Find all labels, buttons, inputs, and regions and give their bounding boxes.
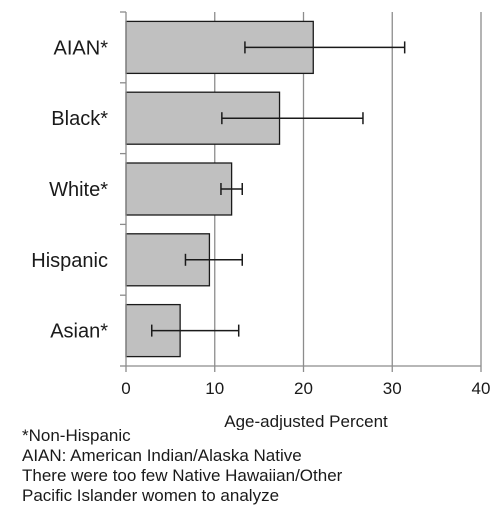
footnote-aian-definition: AIAN: American Indian/Alaska Native [22, 446, 302, 465]
x-tick-label-20: 20 [294, 379, 313, 398]
footnote-nhpi-line-2: Pacific Islander women to analyze [22, 486, 280, 505]
footnotes: *Non-Hispanic AIAN: American Indian/Alas… [22, 426, 492, 506]
x-axis-title: Age-adjusted Percent [224, 412, 388, 430]
error-bars [150, 41, 406, 337]
bar-chart: AIAN* Black* White* Hispanic Asian* 0 10 20 30 4… [31, 11, 490, 430]
axes [120, 11, 482, 372]
footnote-non-hispanic: *Non-Hispanic [22, 426, 131, 445]
tick-labels: 0 10 20 30 40 [121, 379, 490, 398]
category-label-0: AIAN* [54, 37, 109, 59]
x-tick-label-0: 0 [121, 379, 130, 398]
x-tick-label-10: 10 [205, 379, 224, 398]
footnote-nhpi-line-1: There were too few Native Hawaiian/Other [22, 466, 343, 485]
x-tick-label-30: 30 [383, 379, 402, 398]
category-label-1: Black* [51, 108, 108, 130]
bars [125, 20, 314, 358]
category-labels: AIAN* Black* White* Hispanic Asian* [31, 37, 108, 342]
category-label-2: White* [49, 179, 108, 201]
category-label-3: Hispanic [31, 250, 108, 272]
bar-2 [125, 162, 233, 216]
category-label-4: Asian* [50, 321, 108, 343]
x-tick-label-40: 40 [472, 379, 491, 398]
